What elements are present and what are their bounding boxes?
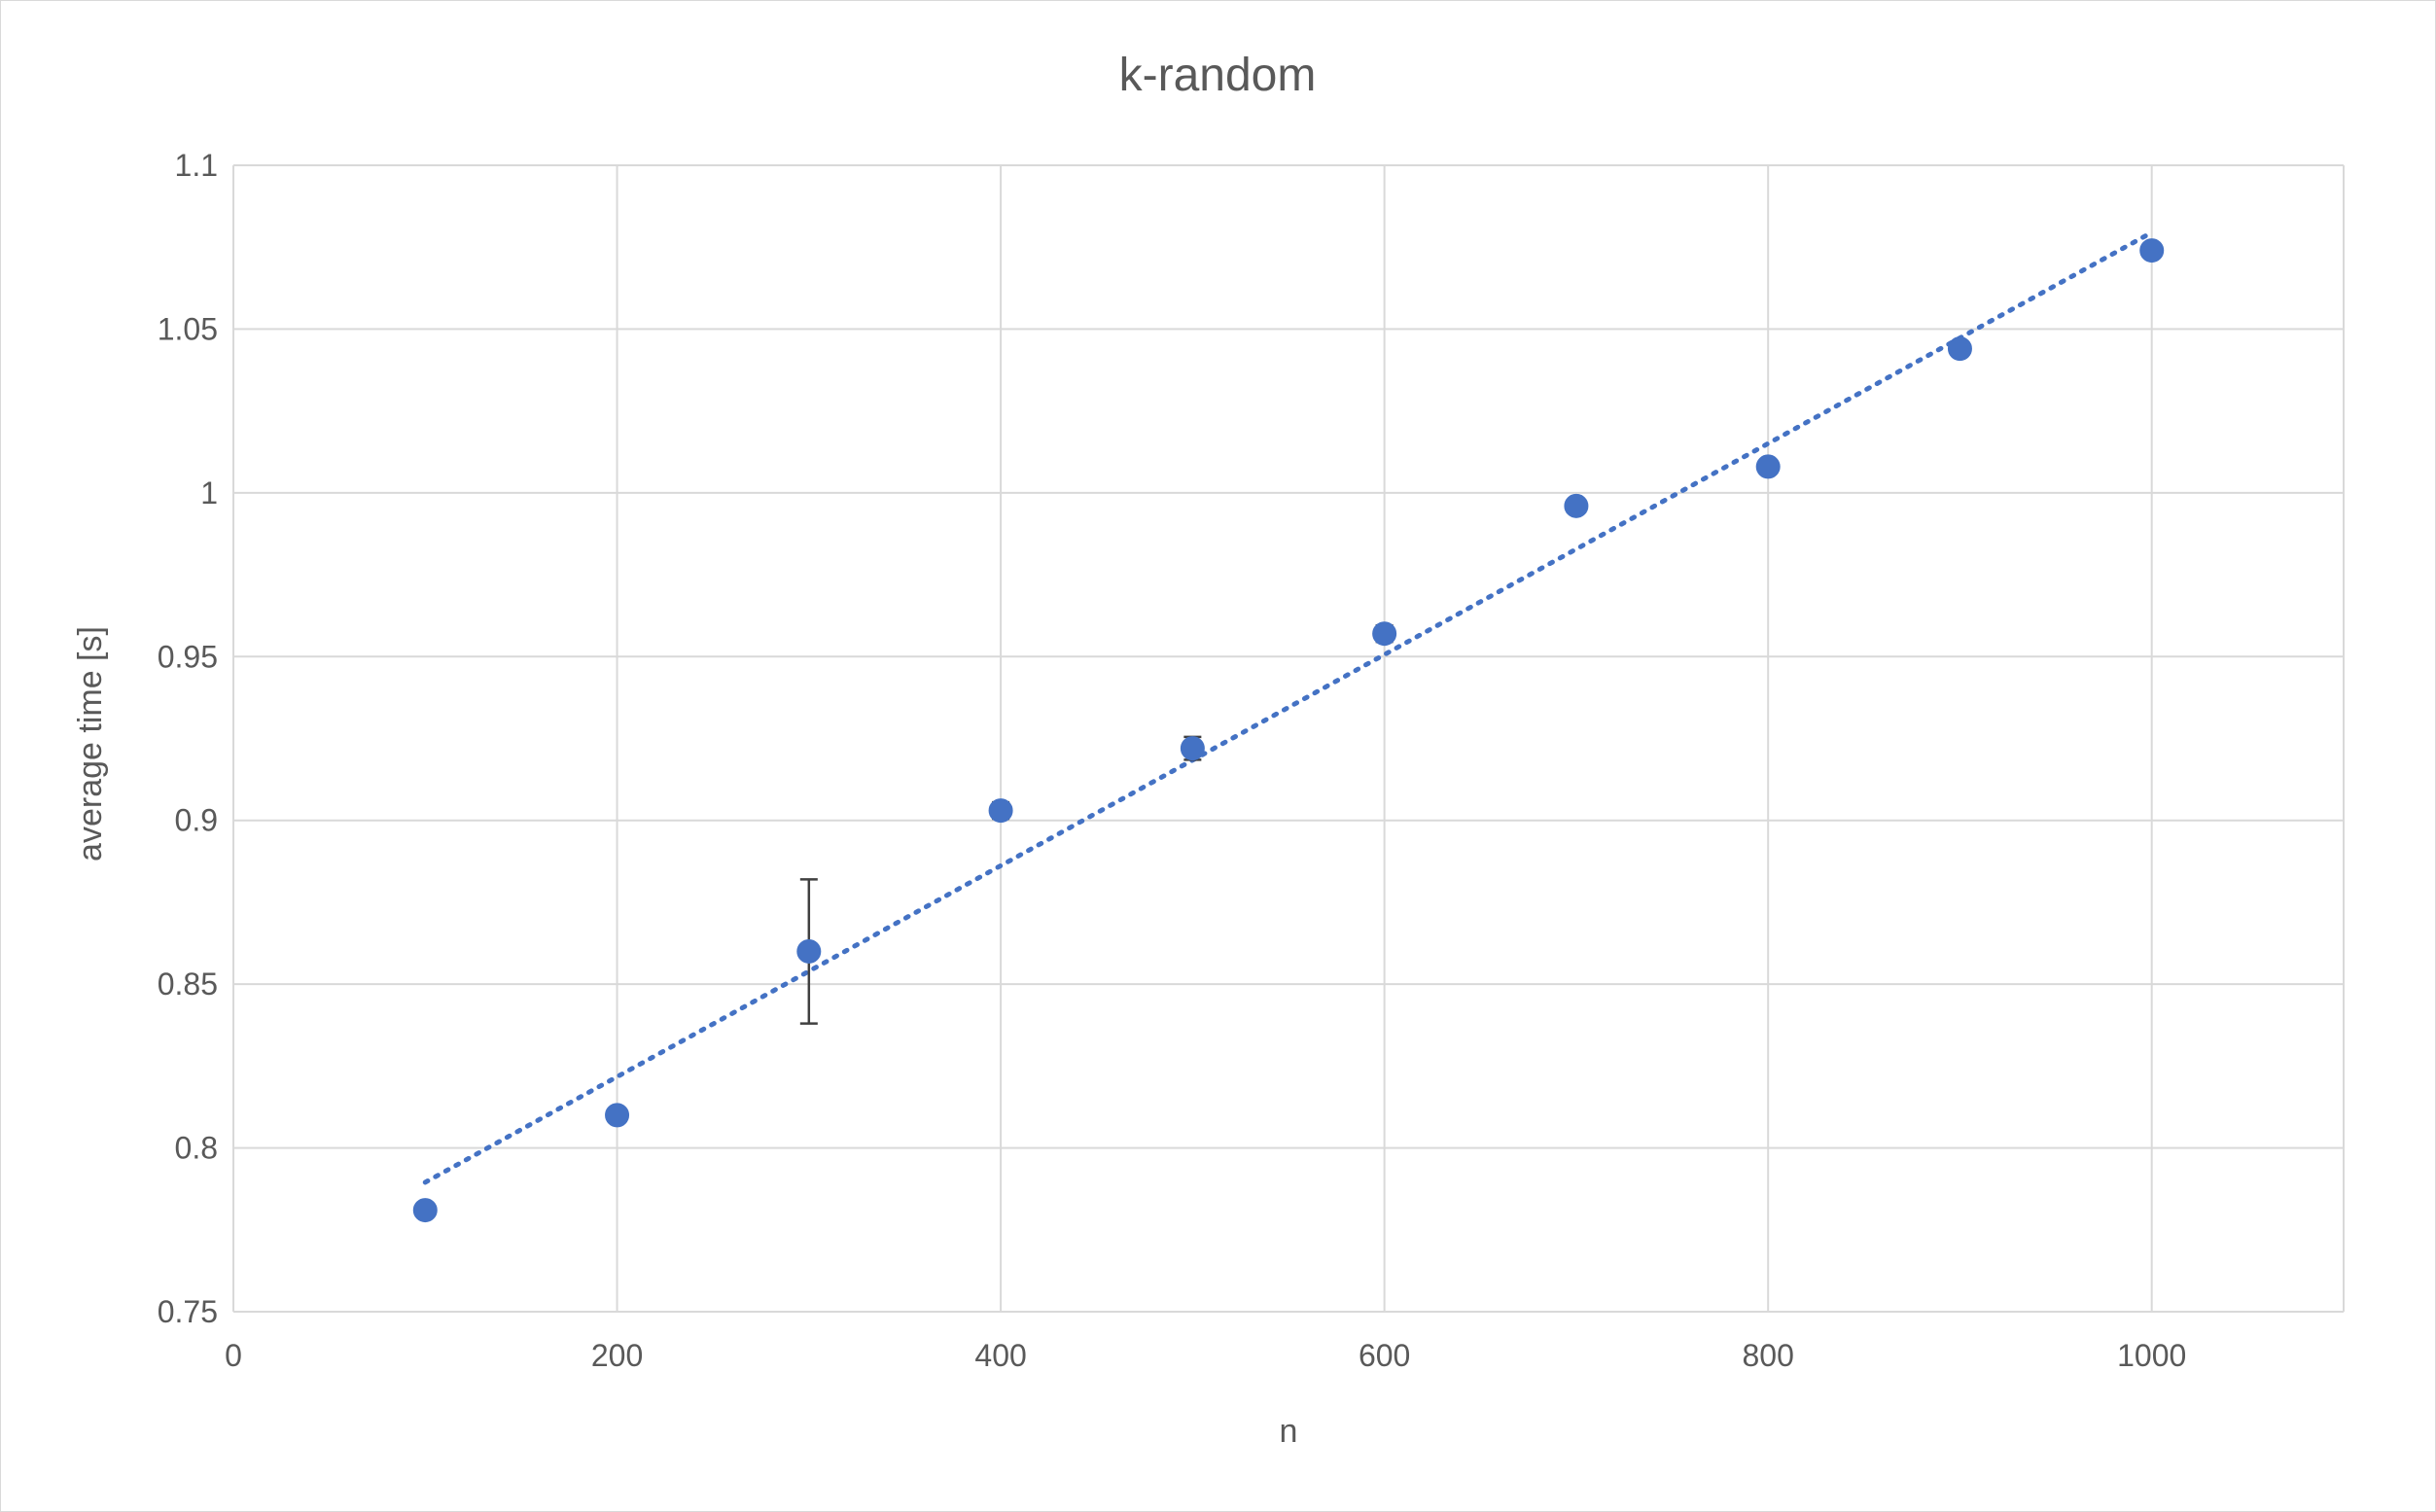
x-tick-label: 0: [225, 1338, 242, 1373]
linear-trendline: [422, 229, 2155, 1185]
data-point: [1755, 454, 1781, 479]
data-point: [1564, 493, 1589, 518]
data-point: [1180, 736, 1205, 761]
x-tick-label: 200: [591, 1338, 643, 1373]
y-axis-label: average time [s]: [72, 626, 109, 861]
y-tick-label: 0.9: [175, 803, 218, 838]
y-tick-label: 1.05: [158, 311, 218, 346]
data-point: [988, 798, 1013, 824]
x-tick-label: 800: [1742, 1338, 1793, 1373]
y-tick-label: 0.95: [158, 639, 218, 674]
data-point: [1947, 336, 1972, 362]
x-axis-label: n: [1280, 1413, 1298, 1450]
x-tick-label: 1000: [2117, 1338, 2186, 1373]
gridlines: [232, 164, 2345, 1313]
trendline-group: [422, 229, 2155, 1185]
x-axis-ticks: 0 200 400 600 800 1000: [225, 1338, 2186, 1373]
x-tick-label: 600: [1359, 1338, 1410, 1373]
y-tick-label: 0.75: [158, 1294, 218, 1329]
data-points: [412, 238, 2165, 1223]
y-tick-label: 1: [200, 475, 218, 510]
y-tick-label: 1.1: [175, 148, 218, 183]
data-point: [1372, 621, 1397, 647]
data-point: [796, 938, 822, 964]
error-bars: [416, 245, 2161, 1215]
data-point: [412, 1198, 438, 1223]
x-tick-label: 400: [974, 1338, 1026, 1373]
y-tick-label: 0.85: [158, 967, 218, 1002]
y-tick-label: 0.8: [175, 1131, 218, 1166]
y-axis-ticks: 0.75 0.8 0.85 0.9 0.95 1 1.05 1.1: [158, 148, 218, 1329]
data-point: [605, 1103, 630, 1128]
chart-title: k-random: [1119, 50, 1317, 101]
data-point: [2139, 238, 2165, 264]
